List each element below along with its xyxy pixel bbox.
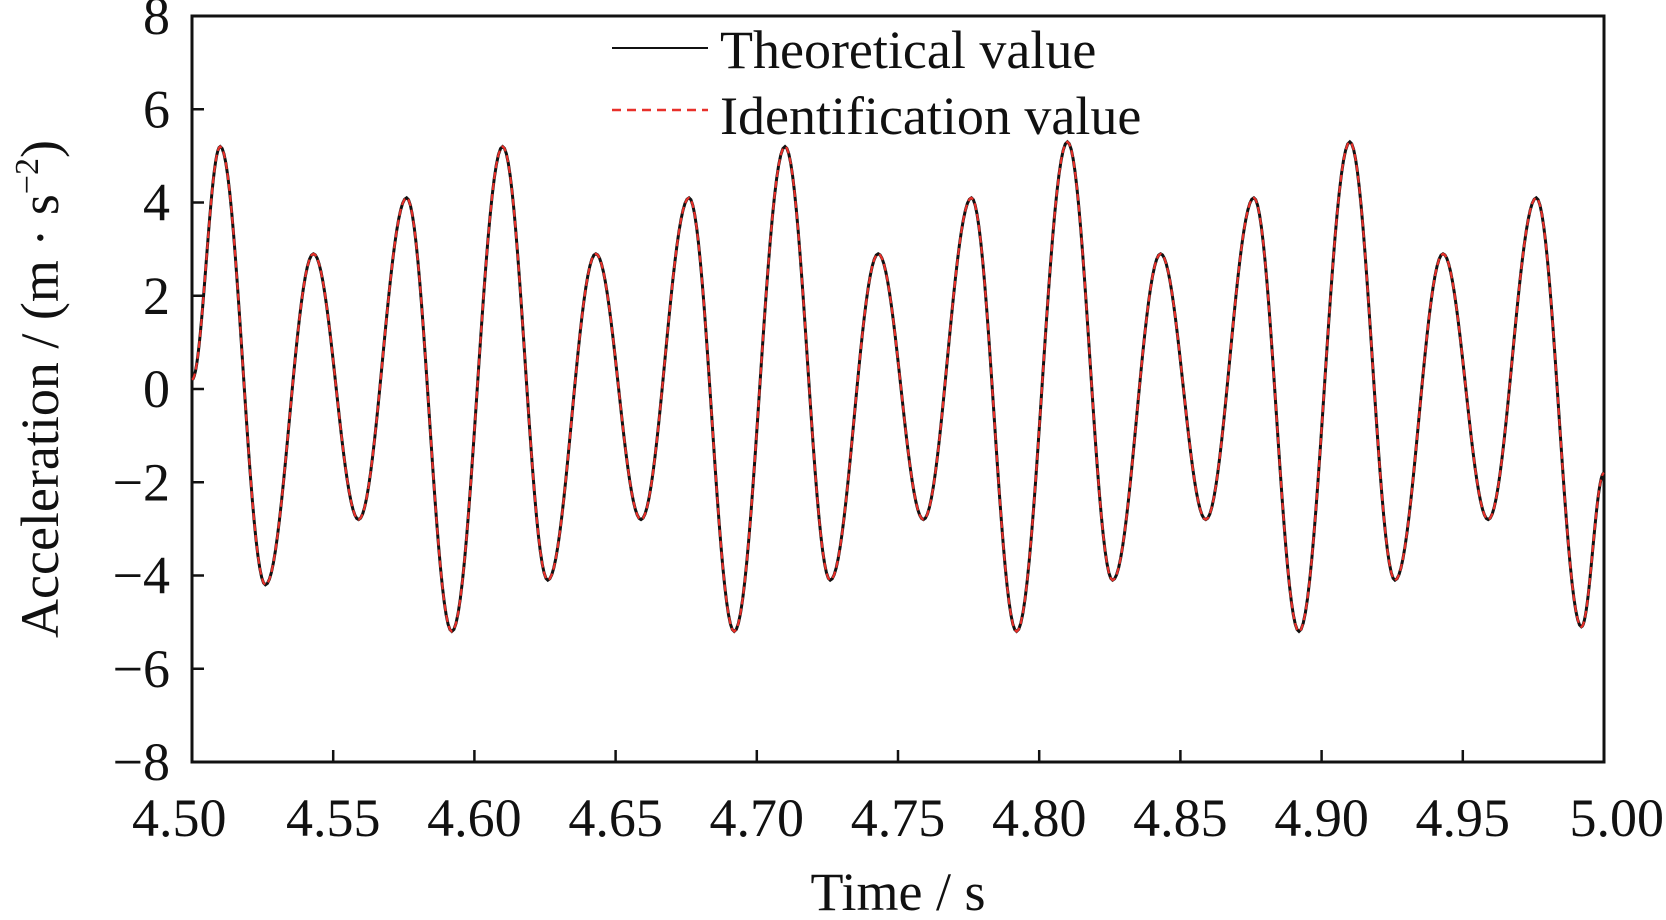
y-tick-label: 0 — [143, 359, 170, 419]
y-tick-label: 2 — [143, 266, 170, 326]
y-tick-label: 6 — [143, 79, 170, 139]
legend-label-theoretical: Theoretical value — [720, 20, 1096, 80]
y-tick-label: −8 — [113, 732, 170, 792]
y-tick-label: 8 — [143, 0, 170, 46]
y-axis-title: Acceleration / (m · s−2) — [9, 140, 70, 638]
y-tick-label: −2 — [113, 452, 170, 512]
x-tick-label: 4.75 — [851, 788, 946, 848]
y-tick-label: −6 — [113, 639, 170, 699]
x-tick-label: 4.85 — [1133, 788, 1228, 848]
y-axis-title-close: ) — [10, 140, 70, 158]
y-tick-label: −4 — [113, 546, 170, 606]
series-line-identification — [191, 140, 1605, 633]
y-tick-label: 4 — [143, 173, 170, 233]
x-tick-label: 4.55 — [286, 788, 381, 848]
x-tick-label: 4.65 — [568, 788, 663, 848]
x-tick-label: 4.50 — [132, 788, 227, 848]
legend: Theoretical value Identification value — [612, 20, 1141, 146]
x-tick-label: 4.90 — [1274, 788, 1369, 848]
x-tick-label: 4.95 — [1416, 788, 1511, 848]
legend-label-identification: Identification value — [720, 86, 1141, 146]
x-tick-label: 4.80 — [992, 788, 1087, 848]
x-tick-label: 4.60 — [427, 788, 522, 848]
y-axis-ticks: 8 6 4 2 0 −2 −4 −6 −8 — [113, 0, 204, 792]
series-line-theoretical — [191, 139, 1605, 634]
x-axis-title: Time / s — [810, 862, 985, 920]
x-tick-label: 4.70 — [710, 788, 805, 848]
series-layer — [191, 139, 1605, 634]
y-axis-title-main: Acceleration / (m · s — [10, 194, 70, 638]
x-tick-label: 5.00 — [1570, 788, 1665, 848]
x-axis-ticks: 4.50 4.55 4.60 4.65 4.70 4.75 4.80 4.85 4.90 4.95… — [132, 750, 1664, 848]
y-axis-title-superscript: −2 — [9, 158, 46, 194]
